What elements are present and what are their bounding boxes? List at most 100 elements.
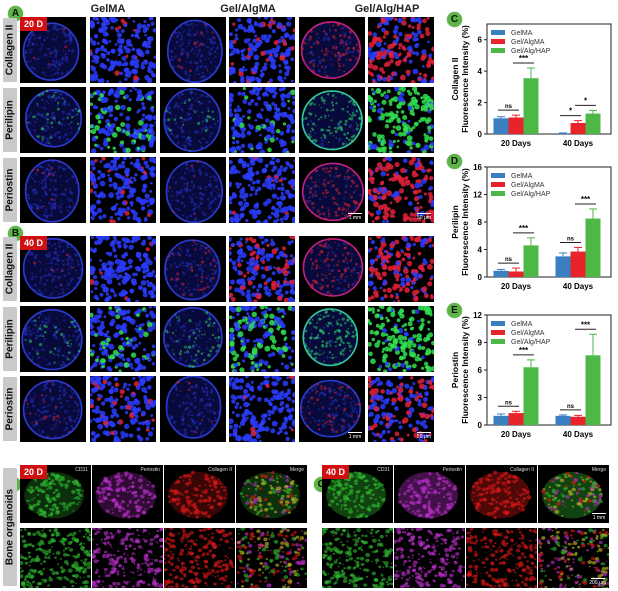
micrograph [164,239,221,301]
legend-label: Gel/AlgMA [511,330,545,337]
whole-micrograph-tile [299,17,365,83]
channel-label: Periostin [140,467,160,473]
micrograph [166,19,223,83]
micrograph [20,528,91,588]
organoid-whole-tile: Periostin [92,465,163,523]
micrograph [95,471,157,519]
micrograph [368,306,434,372]
legend-label: Gel/Alg/HAP [511,48,551,55]
significance-label: *** [581,195,591,204]
micrograph [92,528,163,588]
timepoint-badge: 40 D [322,465,350,479]
legend-swatch [491,330,505,335]
legend-swatch [491,173,505,178]
legend-swatch [491,182,505,187]
zoom-micrograph-tile [90,236,156,302]
micrograph [167,470,228,519]
whole-micrograph-tile [160,157,226,223]
micrograph [164,528,235,588]
column-header: Gel/Alg/HAP [354,3,420,15]
organoid-whole-tile: Periostin [394,465,465,523]
y-tick-label: 9 [478,339,483,348]
organoid-whole-tile: Collagen II [466,465,537,523]
micrograph [163,88,222,152]
micrograph [398,471,458,519]
micrograph [239,471,300,519]
bar [555,133,571,134]
row-label-bone-organoids: Bone organoids [3,468,17,586]
legend-label: Gel/Alg/HAP [511,191,551,198]
micrograph [90,87,156,153]
y-tick-label: 12 [473,191,482,200]
micrograph [229,236,295,302]
significance-label: *** [581,320,591,329]
scale-bar-label: 1 mm [592,515,606,521]
channel-label: Collagen II [208,467,232,473]
zoom-micrograph-tile: 50 μm [368,157,434,223]
legend-swatch [491,339,505,344]
micrograph [301,89,363,151]
significance-label: ns [505,257,513,263]
y-axis-label: Periostin [450,352,460,388]
whole-micrograph-tile: 20 D [20,17,86,83]
micrograph [368,87,434,153]
x-tick-label: 40 Days [563,282,594,291]
row-label-text: Collagen II [4,24,16,76]
whole-micrograph-tile [299,236,365,302]
y-tick-label: 0 [478,421,483,430]
row-label: Collagen II [3,237,17,301]
row-label: Perilipin [3,307,17,371]
scale-bar: 50 μm [417,212,431,221]
scale-bar-line [348,431,362,433]
zoom-micrograph-tile [229,236,295,302]
y-axis-label: Fluorescence Intensity (%) [460,316,470,424]
micrograph [300,21,362,79]
timepoint-badge: 20 D [20,465,48,479]
bar [523,78,539,134]
channel-label: CD31 [75,467,88,473]
scale-bar-label: 200 μm [589,580,606,586]
micrograph [301,162,365,222]
row-label: Periostin [3,377,17,441]
micrograph [470,470,532,520]
scale-bar: 1 mm [592,512,606,521]
scale-bar-line [417,212,431,214]
bar-chart-e: Periostin Fluorescence Intensity (%) 0 3 6 9 1… [445,311,618,446]
bar [508,117,524,134]
whole-micrograph-tile [20,87,86,153]
whole-micrograph-tile [20,376,86,442]
legend-label: Gel/Alg/HAP [511,339,551,346]
channel-label: Collagen II [510,467,534,473]
organoid-whole-tile: Merge 1 mm [538,465,609,523]
micrograph [165,376,222,439]
legend-swatch [491,39,505,44]
bar [493,415,509,425]
row-label-text: Perilipin [4,319,16,359]
organoid-zoom-tile [466,528,537,588]
column-header: GelMA [90,3,126,15]
micrograph [299,379,362,438]
y-tick-label: 12 [473,311,482,320]
whole-micrograph-tile: 40 D [20,236,86,302]
micrograph [229,157,295,223]
whole-micrograph-tile: 1 mm [299,376,365,442]
y-tick-label: 4 [478,67,483,76]
micrograph [22,379,83,440]
panel-letter-c: C [447,12,462,27]
zoom-micrograph-tile [368,306,434,372]
bar [555,415,571,425]
row-label-text: Collagen II [4,243,16,295]
channel-label: Periostin [442,467,462,473]
micrograph [322,528,393,588]
organoid-zoom-tile [92,528,163,588]
zoom-micrograph-tile [368,17,434,83]
scale-bar: 50 μm [417,431,431,440]
x-tick-label: 20 Days [501,139,532,148]
zoom-micrograph-tile [229,157,295,223]
micrograph [229,17,295,83]
significance-label: ns [567,404,575,410]
legend-swatch [491,48,505,53]
bar [493,118,509,134]
micrograph [368,376,434,442]
x-tick-label: 20 Days [501,430,532,439]
